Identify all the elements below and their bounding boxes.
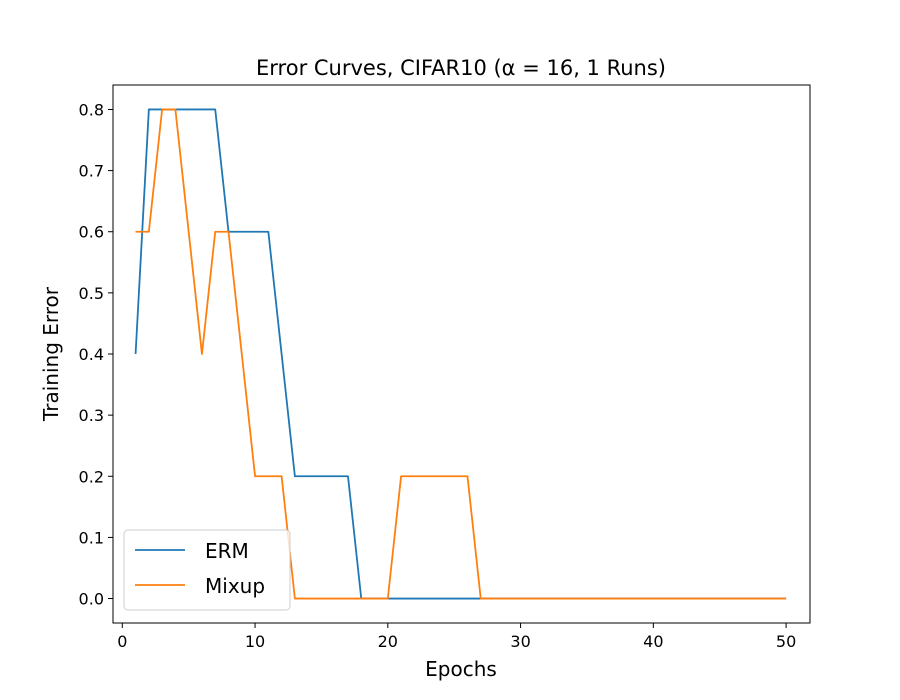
x-tick-label: 30 <box>510 632 530 651</box>
chart-title: Error Curves, CIFAR10 (α = 16, 1 Runs) <box>256 56 666 80</box>
y-tick-label: 0.1 <box>79 528 104 547</box>
series-line-mixup <box>135 108 787 600</box>
series-layer <box>134 108 787 600</box>
x-tick-label: 40 <box>643 632 663 651</box>
y-tick-label: 0.8 <box>79 100 104 119</box>
x-tick-label: 20 <box>378 632 398 651</box>
y-axis-label: Training Error <box>39 286 63 422</box>
x-axis: 0 10 20 30 40 50 <box>117 623 796 651</box>
x-tick-label: 10 <box>245 632 265 651</box>
y-tick-label: 0.4 <box>79 345 104 364</box>
legend-label-erm: ERM <box>205 539 249 563</box>
x-tick-label: 0 <box>117 632 127 651</box>
y-tick-label: 0.3 <box>79 406 104 425</box>
y-tick-label: 0.6 <box>79 223 104 242</box>
legend-label-mixup: Mixup <box>205 574 265 598</box>
y-tick-label: 0.2 <box>79 467 104 486</box>
series-line-erm <box>134 108 787 600</box>
x-axis-label: Epochs <box>425 657 497 681</box>
y-tick-label: 0.5 <box>79 284 104 303</box>
y-axis: 0.0 0.1 0.2 0.3 0.4 0.5 0.6 0.7 0.8 <box>79 100 113 609</box>
legend: ERM Mixup <box>123 529 291 611</box>
x-tick-label: 50 <box>776 632 796 651</box>
y-tick-label: 0.7 <box>79 162 104 181</box>
y-tick-label: 0.0 <box>79 590 104 609</box>
